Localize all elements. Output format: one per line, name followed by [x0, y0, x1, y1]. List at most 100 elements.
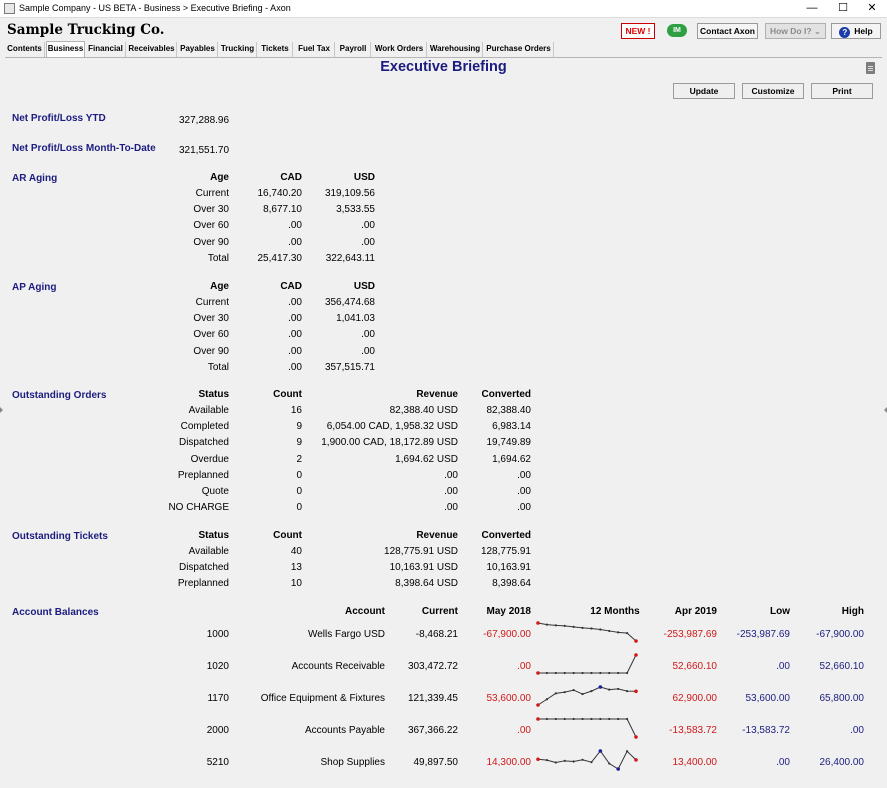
app-icon — [4, 3, 15, 14]
ar_aging-cell: .00 — [361, 220, 375, 232]
orders-cell: .00 — [444, 486, 458, 497]
sparkline-point — [563, 717, 566, 721]
sparkline-path — [537, 622, 637, 642]
sparkline-point — [634, 735, 638, 739]
orders-cell: 6,054.00 CAD, 1,958.32 USD — [326, 421, 458, 433]
tickets-cell: Available — [188, 546, 229, 557]
account-start: -67,900.00 — [483, 629, 531, 640]
sparkline-point — [572, 625, 575, 628]
orders-cell: 9 — [296, 421, 302, 433]
minimize-icon[interactable]: — — [806, 2, 818, 14]
tickets-cell: 8,398.64 USD — [395, 578, 458, 590]
sparkline-point — [617, 717, 620, 721]
tab-financial[interactable]: Financial — [86, 42, 126, 57]
orders-cell: Available — [188, 405, 229, 416]
tab-payables[interactable]: Payables — [178, 42, 218, 57]
sparkline-point — [590, 627, 593, 630]
close-icon[interactable]: ✕ — [867, 2, 877, 14]
account-number: 1000 — [206, 629, 229, 640]
sparkline-point — [536, 671, 540, 675]
help-button[interactable]: ? Help — [831, 23, 881, 39]
orders-cell: .00 — [517, 502, 531, 514]
sparkline-path — [538, 654, 637, 674]
tab-payroll[interactable]: Payroll — [336, 42, 371, 57]
account-low: .00 — [776, 757, 790, 768]
outstanding-orders-label: Outstanding Orders — [12, 390, 107, 401]
contact-axon-button[interactable]: Contact Axon — [697, 23, 758, 39]
update-button[interactable]: Update — [673, 83, 735, 99]
account-end: -253,987.69 — [663, 629, 717, 640]
tab-fuel-tax[interactable]: Fuel Tax — [294, 42, 335, 57]
sparkline-point — [563, 691, 566, 694]
help-icon: ? — [839, 27, 851, 38]
tickets-cell: 10,163.91 — [486, 562, 532, 574]
ap_aging-cell: .00 — [288, 297, 302, 308]
sparkline-point — [634, 689, 638, 694]
sparkline-point — [598, 749, 603, 753]
ap_aging-cell: 356,474.68 — [324, 297, 375, 308]
orders-header: Count — [273, 389, 302, 400]
sparkline-point — [590, 717, 593, 721]
tab-tickets[interactable]: Tickets — [258, 42, 293, 57]
orders-cell: 2 — [296, 453, 302, 465]
tab-purchase-orders[interactable]: Purchase Orders — [484, 42, 554, 57]
account-name: Accounts Payable — [304, 725, 385, 736]
tickets-cell: 40 — [290, 546, 302, 557]
sparkline — [536, 653, 638, 675]
tickets-header: Converted — [481, 530, 531, 541]
net-mtd-label: Net Profit/Loss Month-To-Date — [12, 143, 156, 154]
left-resize-grip-icon[interactable] — [0, 407, 3, 413]
account-high: -67,900.00 — [816, 629, 864, 640]
right-resize-grip-icon[interactable] — [884, 407, 887, 413]
tab-business[interactable]: Business — [46, 41, 85, 57]
sparkline — [536, 621, 638, 643]
document-icon[interactable] — [866, 62, 875, 74]
sparkline-point — [617, 671, 620, 675]
sparkline-point — [572, 688, 575, 692]
account-current: 303,472.72 — [407, 661, 458, 672]
tab-trucking[interactable]: Trucking — [219, 42, 257, 57]
sparkline-point — [581, 717, 584, 721]
customize-button[interactable]: Customize — [742, 83, 804, 99]
tab-work-orders[interactable]: Work Orders — [372, 42, 427, 57]
net-ytd-label: Net Profit/Loss YTD — [12, 113, 106, 124]
sparkline-point — [581, 692, 584, 696]
orders-cell: NO CHARGE — [168, 502, 229, 514]
new-button[interactable]: NEW ! — [621, 23, 655, 39]
account-end: 13,400.00 — [672, 757, 718, 768]
im-icon[interactable]: IM — [667, 24, 687, 37]
ap_aging-cell: .00 — [361, 345, 375, 357]
balances-header: Apr 2019 — [674, 606, 717, 617]
orders-cell: .00 — [444, 502, 458, 514]
sparkline-point — [634, 758, 638, 762]
maximize-icon[interactable]: ☐ — [838, 2, 848, 14]
window-titlebar: Sample Company - US BETA - Business > Ex… — [0, 0, 887, 18]
ar_aging-header: Age — [210, 172, 229, 183]
ap_aging-cell: Current — [195, 297, 229, 308]
ap_aging-header: Age — [210, 281, 229, 292]
tab-receivables[interactable]: Receivables — [127, 42, 177, 57]
account-current: 367,366.22 — [407, 725, 458, 736]
print-button[interactable]: Print — [811, 83, 873, 99]
orders-header: Converted — [481, 389, 531, 400]
ap_aging-cell: 1,041.03 — [336, 313, 375, 325]
sparkline-point — [599, 628, 602, 631]
tab-contents[interactable]: Contents — [5, 42, 45, 57]
ar-aging-label: AR Aging — [12, 173, 58, 184]
account-end: 62,900.00 — [672, 693, 718, 704]
sparkline-point — [590, 690, 593, 693]
sparkline-point — [608, 762, 611, 765]
account-start: .00 — [517, 661, 531, 672]
sparkline-point — [625, 631, 629, 635]
sparkline-point — [625, 690, 629, 693]
tickets-cell: Dispatched — [178, 562, 229, 574]
chevron-down-icon: ⌄ — [813, 26, 822, 36]
ar_aging-cell: .00 — [288, 220, 302, 232]
tab-warehousing[interactable]: Warehousing — [428, 42, 483, 57]
orders-cell: 16 — [290, 405, 302, 416]
sparkline-point — [563, 759, 566, 762]
how-do-i-button[interactable]: How Do I? ⌄ — [765, 23, 826, 39]
tickets-cell: 13 — [290, 562, 302, 574]
ar_aging-cell: Current — [195, 188, 229, 199]
ar_aging-cell: .00 — [361, 236, 375, 248]
